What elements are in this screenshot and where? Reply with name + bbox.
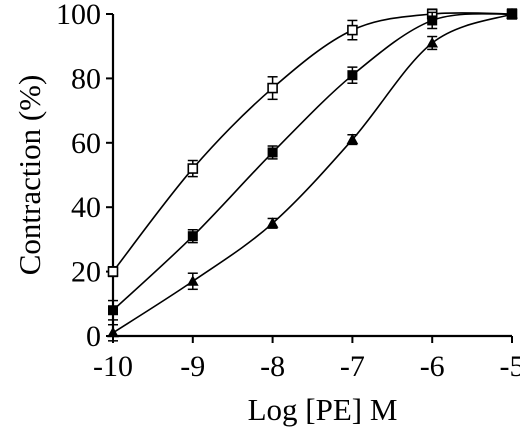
series-line <box>112 13 513 334</box>
x-tick-label: -10 <box>93 350 133 383</box>
x-tick-label: -9 <box>180 350 205 383</box>
data-point <box>266 217 279 228</box>
series-filled-triangle <box>107 7 518 342</box>
data-point <box>107 266 119 277</box>
data-point <box>426 36 439 48</box>
x-tick-label: -6 <box>420 350 445 383</box>
x-tick-label: -5 <box>500 350 520 383</box>
data-point <box>427 15 438 26</box>
data-point <box>346 133 359 145</box>
ticks: 0 20 40 60 80 100 -10 -9 -8 -7 -6 -5 <box>56 0 520 383</box>
y-tick-label: 60 <box>71 127 101 160</box>
data-point <box>187 231 198 242</box>
data-point <box>267 147 278 158</box>
series-layer <box>107 7 518 342</box>
series-open-square <box>107 8 518 278</box>
axes <box>111 14 512 338</box>
x-axis-title: Log [PE] M <box>248 392 398 427</box>
series-line <box>112 12 513 273</box>
y-axis-title: Contraction (%) <box>12 75 47 276</box>
series-line <box>112 12 513 311</box>
x-tick-label: -8 <box>260 350 285 383</box>
x-tick-label: -7 <box>340 350 365 383</box>
data-point <box>186 275 199 286</box>
data-point <box>267 82 278 94</box>
data-point <box>187 163 199 174</box>
data-point <box>506 7 518 19</box>
data-point <box>347 70 358 81</box>
data-point <box>107 326 119 338</box>
data-point <box>108 305 118 316</box>
y-tick-label: 20 <box>71 256 101 289</box>
y-tick-label: 40 <box>71 191 101 224</box>
y-tick-label: 0 <box>86 320 101 353</box>
data-point <box>347 24 358 36</box>
y-tick-label: 100 <box>56 0 101 31</box>
y-tick-label: 80 <box>71 62 101 95</box>
